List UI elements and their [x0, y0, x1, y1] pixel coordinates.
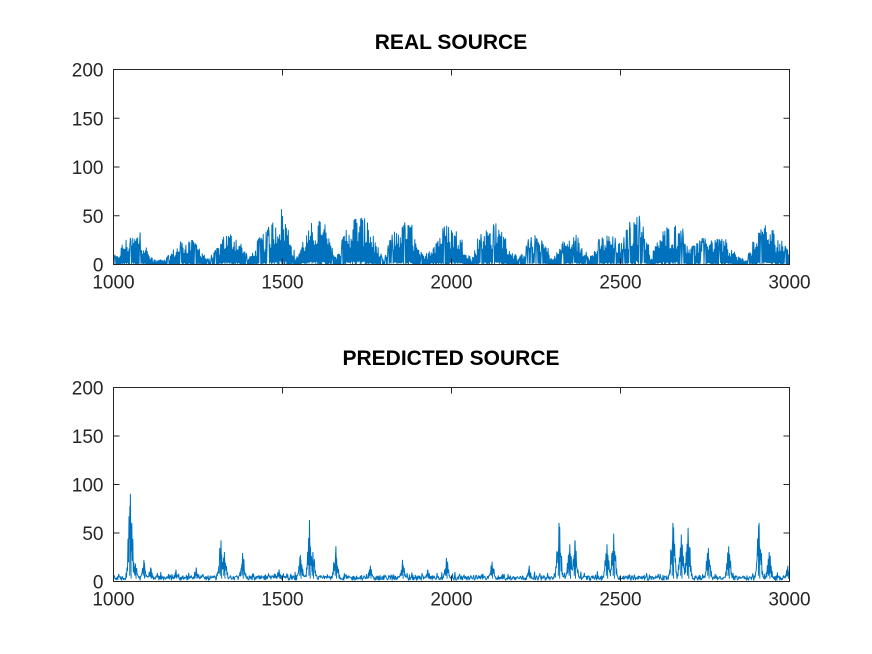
predicted-source-y-tick-label: 50: [82, 524, 103, 545]
real-source-y-tick-label: 0: [93, 256, 104, 277]
real-source-y-tick-label: 200: [72, 61, 104, 82]
predicted-source-series: [113, 493, 790, 581]
predicted-source-title: PREDICTED SOURCE: [342, 347, 559, 370]
predicted-source-plot: PREDICTED SOURCE 1000 1500 2000 2500 3000 0 50…: [72, 347, 811, 611]
real-source-x-tick-label: 1000: [92, 273, 134, 294]
real-source-y-tick-label: 150: [72, 109, 104, 130]
predicted-source-x-tick-label: 2000: [430, 590, 472, 611]
real-source-series: [113, 209, 790, 265]
predicted-source-x-tick-label: 1500: [261, 590, 303, 611]
predicted-source-x-tick-label: 1000: [92, 590, 134, 611]
predicted-source-y-tick-label: 100: [72, 476, 104, 497]
predicted-source-x-tick-label: 3000: [768, 590, 810, 611]
real-source-y-tick-label: 50: [82, 207, 103, 228]
real-source-plot: REAL SOURCE 1000 1500 2000 2500 3000 0 50 100 15…: [72, 31, 811, 294]
predicted-source-y-tick-label: 200: [72, 379, 104, 400]
predicted-source-y-tick-label: 0: [93, 573, 104, 594]
real-source-ticks: 1000 1500 2000 2500 3000 0 50 100 150 200: [72, 61, 811, 294]
real-source-x-tick-label: 2000: [430, 273, 472, 294]
predicted-source-x-tick-label: 2500: [599, 590, 641, 611]
predicted-source-y-tick-label: 150: [72, 427, 104, 448]
real-source-title: REAL SOURCE: [375, 31, 527, 54]
real-source-series-line: [113, 209, 790, 265]
predicted-source-ticks: 1000 1500 2000 2500 3000 0 50 100 150 200: [72, 379, 811, 611]
real-source-x-tick-label: 3000: [768, 273, 810, 294]
real-source-x-tick-label: 1500: [261, 273, 303, 294]
real-source-y-tick-label: 100: [72, 158, 104, 179]
real-source-x-tick-label: 2500: [599, 273, 641, 294]
predicted-source-series-line: [113, 493, 790, 581]
